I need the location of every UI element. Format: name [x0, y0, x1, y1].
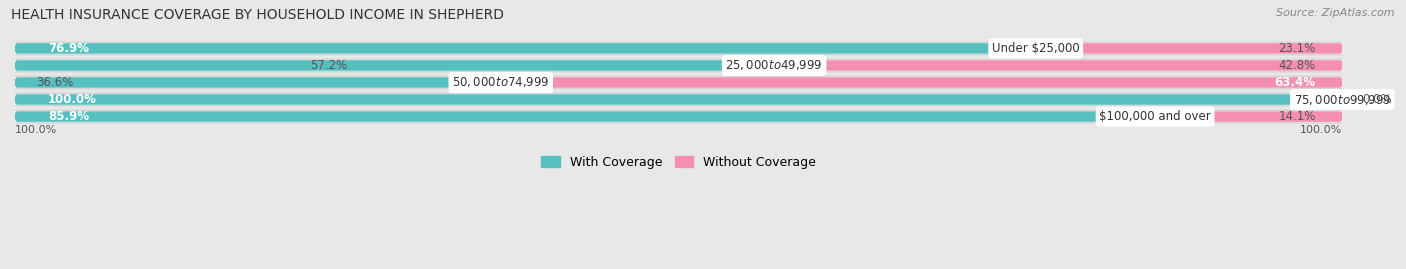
- FancyBboxPatch shape: [15, 94, 1343, 105]
- Text: $50,000 to $74,999: $50,000 to $74,999: [453, 76, 550, 90]
- FancyBboxPatch shape: [15, 43, 1036, 54]
- FancyBboxPatch shape: [1156, 111, 1343, 122]
- Text: 57.2%: 57.2%: [309, 59, 347, 72]
- FancyBboxPatch shape: [8, 59, 1348, 72]
- FancyBboxPatch shape: [775, 60, 1343, 71]
- Text: $75,000 to $99,999: $75,000 to $99,999: [1294, 93, 1391, 107]
- Text: 100.0%: 100.0%: [1301, 125, 1343, 135]
- FancyBboxPatch shape: [15, 111, 1156, 122]
- FancyBboxPatch shape: [15, 60, 775, 71]
- FancyBboxPatch shape: [8, 93, 1348, 106]
- Text: HEALTH INSURANCE COVERAGE BY HOUSEHOLD INCOME IN SHEPHERD: HEALTH INSURANCE COVERAGE BY HOUSEHOLD I…: [11, 8, 505, 22]
- Text: 23.1%: 23.1%: [1278, 42, 1316, 55]
- FancyBboxPatch shape: [8, 76, 1348, 89]
- Text: 63.4%: 63.4%: [1275, 76, 1316, 89]
- FancyBboxPatch shape: [1036, 43, 1343, 54]
- Text: 0.0%: 0.0%: [1362, 93, 1392, 106]
- Text: 14.1%: 14.1%: [1278, 110, 1316, 123]
- FancyBboxPatch shape: [15, 77, 501, 88]
- Text: $100,000 and over: $100,000 and over: [1099, 110, 1211, 123]
- FancyBboxPatch shape: [8, 42, 1348, 55]
- Text: Source: ZipAtlas.com: Source: ZipAtlas.com: [1277, 8, 1395, 18]
- Text: 42.8%: 42.8%: [1278, 59, 1316, 72]
- Text: 76.9%: 76.9%: [48, 42, 89, 55]
- Text: $25,000 to $49,999: $25,000 to $49,999: [725, 58, 823, 72]
- Text: Under $25,000: Under $25,000: [991, 42, 1080, 55]
- Text: 36.6%: 36.6%: [37, 76, 73, 89]
- FancyBboxPatch shape: [501, 77, 1343, 88]
- FancyBboxPatch shape: [8, 110, 1348, 123]
- Legend: With Coverage, Without Coverage: With Coverage, Without Coverage: [536, 151, 821, 174]
- Text: 85.9%: 85.9%: [48, 110, 90, 123]
- Text: 100.0%: 100.0%: [48, 93, 97, 106]
- Text: 100.0%: 100.0%: [15, 125, 58, 135]
